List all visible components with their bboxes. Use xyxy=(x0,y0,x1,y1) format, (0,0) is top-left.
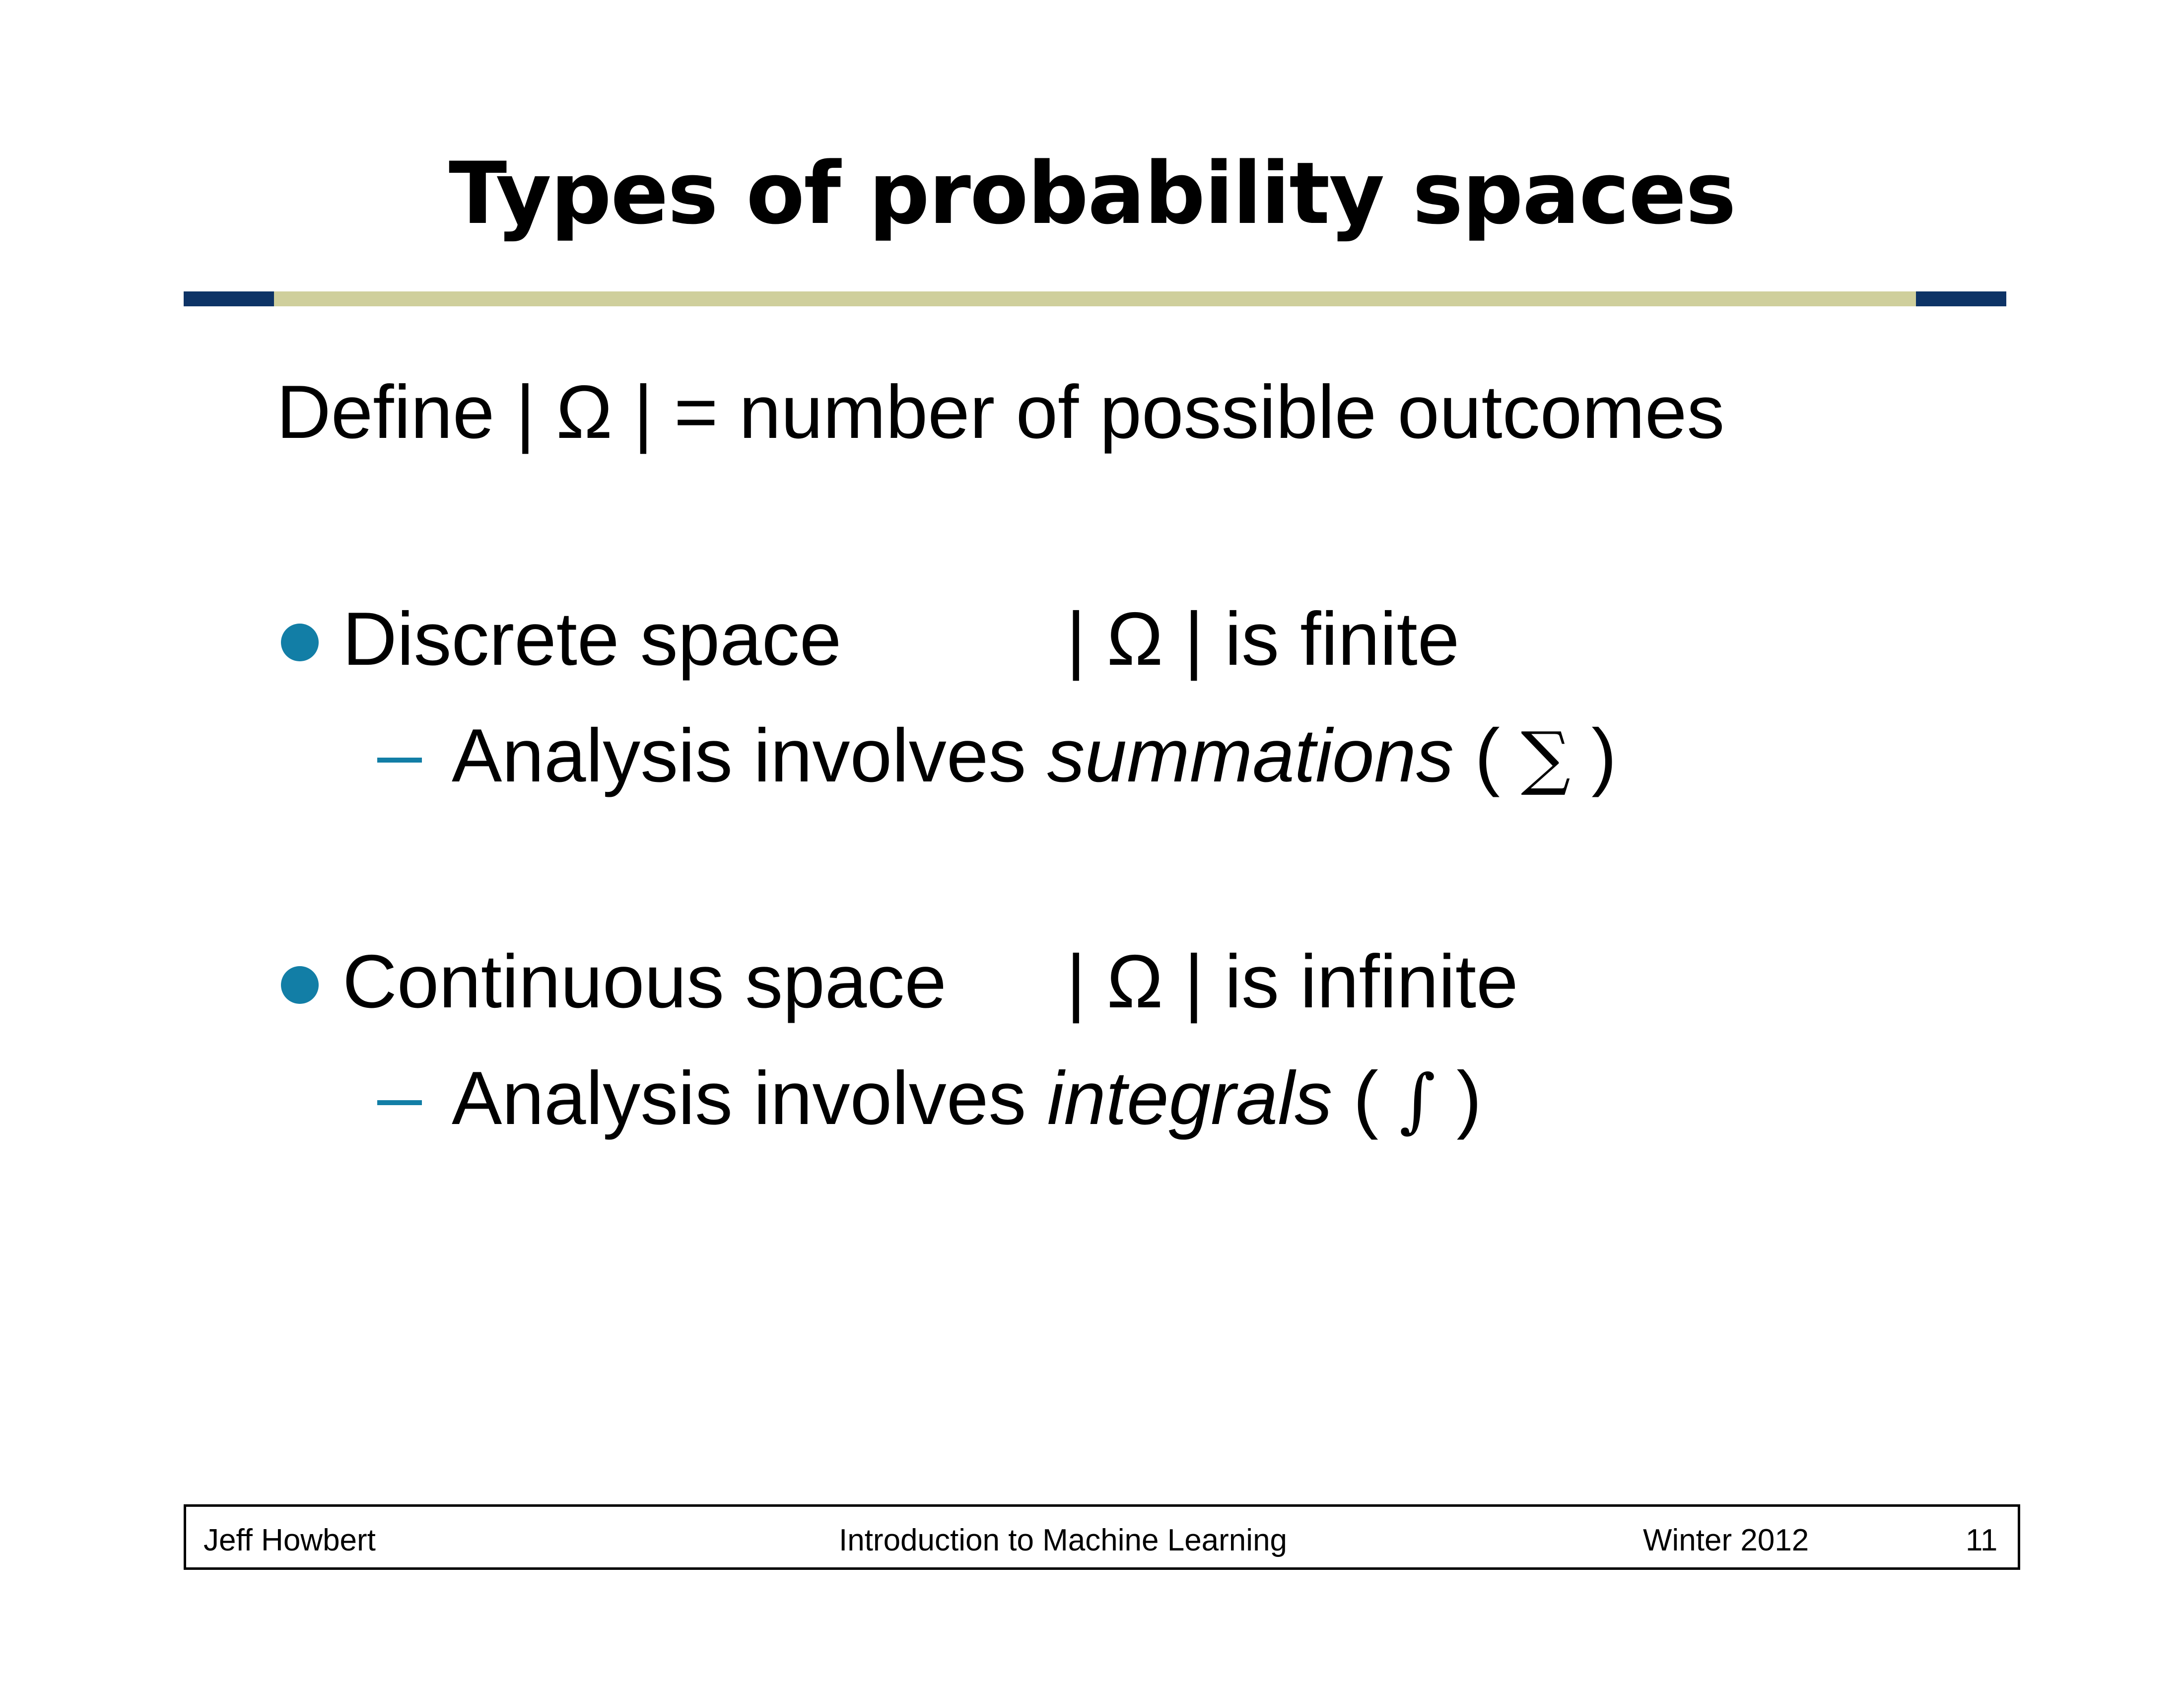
footer-term: Winter 2012 xyxy=(1643,1523,1809,1557)
slide-title: Types of probability spaces xyxy=(448,143,1736,243)
title-rule-left-segment xyxy=(184,291,274,306)
footer-box xyxy=(184,1504,2020,1570)
footer-course: Introduction to Machine Learning xyxy=(839,1523,1288,1557)
footer-author: Jeff Howbert xyxy=(204,1523,376,1557)
title-rule-middle-segment xyxy=(274,291,1916,306)
bullet-dot-icon xyxy=(281,966,319,1004)
title-rule-right-segment xyxy=(1916,291,2006,306)
bullet-continuous-label: Continuous space xyxy=(342,939,947,1024)
sub-bullet-prefix: Analysis involves xyxy=(452,1056,1047,1140)
sub-bullet-continuous: Analysis involves integrals ( ∫ ) xyxy=(452,1054,1482,1145)
integral-symbol: ∫ xyxy=(1399,1060,1436,1141)
sub-bullet-open-paren: ( xyxy=(1332,1056,1400,1140)
bullet-discrete-label: Discrete space xyxy=(342,597,842,681)
sub-bullet-open-paren: ( xyxy=(1453,713,1521,798)
sub-bullet-close-paren: ) xyxy=(1570,713,1617,798)
bullet-dot-icon xyxy=(281,624,319,661)
bullet-discrete-value: | Ω | is finite xyxy=(1066,597,1460,681)
footer-page-number: 11 xyxy=(1966,1523,1998,1557)
definition-line: Define | Ω | = number of possible outcom… xyxy=(276,370,1725,454)
sub-bullet-discrete: Analysis involves summations ( ∑ ) xyxy=(452,711,1617,803)
sub-bullet-emphasis: summations xyxy=(1047,713,1454,798)
sub-bullet-dash-icon xyxy=(377,758,422,763)
sub-bullet-emphasis: integrals xyxy=(1047,1056,1333,1140)
sub-bullet-prefix: Analysis involves xyxy=(452,713,1047,798)
sub-bullet-dash-icon xyxy=(377,1100,422,1105)
summation-symbol: ∑ xyxy=(1521,717,1571,798)
bullet-continuous-value: | Ω | is infinite xyxy=(1066,939,1518,1024)
sub-bullet-close-paren: ) xyxy=(1435,1056,1482,1140)
